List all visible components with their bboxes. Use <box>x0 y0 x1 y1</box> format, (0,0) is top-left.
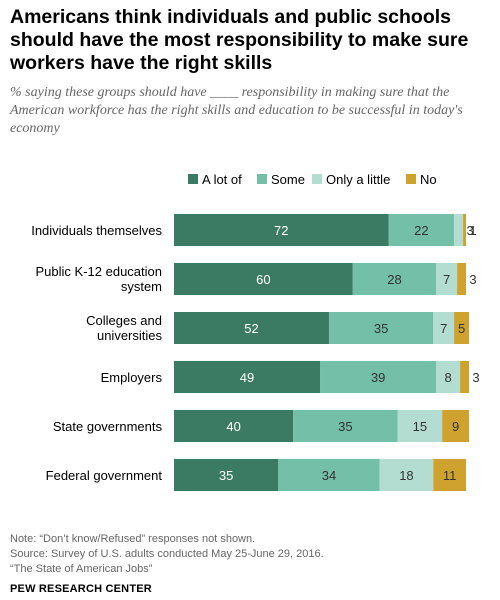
bar-segment-2-1 <box>328 312 434 344</box>
data-label-4-3: 9 <box>452 419 459 434</box>
bar-segment-3-3 <box>460 361 470 393</box>
bar-segment-3-0 <box>174 361 321 393</box>
legend-swatch-1 <box>257 174 267 184</box>
legend-swatch-2 <box>312 174 322 184</box>
bar-segment-4-2 <box>397 410 443 442</box>
data-label-4-2: 15 <box>413 419 427 434</box>
data-label-5-1: 34 <box>322 468 336 483</box>
bar-segment-1-1 <box>352 263 437 295</box>
data-label-0-2: 3 <box>466 223 473 238</box>
legend-swatch-0 <box>188 174 198 184</box>
bar-segment-2-0 <box>174 312 329 344</box>
data-label-2-1: 35 <box>374 321 388 336</box>
data-label-3-1: 39 <box>371 370 385 385</box>
data-label-1-1: 28 <box>387 272 401 287</box>
data-label-4-0: 40 <box>226 419 240 434</box>
bar-segment-1-0 <box>174 263 353 295</box>
bar-segment-3-1 <box>320 361 437 393</box>
data-label-1-2: 7 <box>443 272 450 287</box>
bar-segment-0-1 <box>388 214 455 246</box>
data-label-3-3: 3 <box>472 370 479 385</box>
chart-subtitle: % saying these groups should have ____ r… <box>10 85 463 136</box>
data-label-5-2: 18 <box>399 468 413 483</box>
legend-label-3: No <box>420 172 437 187</box>
data-label-0-3: 1 <box>469 223 476 238</box>
data-label-0-0: 72 <box>274 223 288 238</box>
footer-notes: Note: “Don’t know/Refused” responses not… <box>10 532 324 577</box>
bar-segment-5-1 <box>278 459 380 491</box>
bar-segment-1-3 <box>457 263 467 295</box>
bar-segment-2-3 <box>454 312 470 344</box>
data-label-3-2: 8 <box>445 370 452 385</box>
bar-segment-5-2 <box>379 459 434 491</box>
footer-report: “The State of American Jobs” <box>10 563 153 575</box>
chart-title: Americans think individuals and public s… <box>10 6 469 74</box>
data-label-2-3: 5 <box>458 321 465 336</box>
data-label-4-1: 35 <box>338 419 352 434</box>
data-label-5-3: 11 <box>443 468 457 483</box>
category-label-4: State governments <box>53 419 163 434</box>
bar-segment-4-0 <box>174 410 294 442</box>
data-label-0-1: 22 <box>414 223 428 238</box>
bar-segment-5-3 <box>433 459 467 491</box>
legend-swatch-3 <box>406 174 416 184</box>
legend-label-1: Some <box>271 172 305 187</box>
data-label-5-0: 35 <box>219 468 233 483</box>
footer-note: Note: “Don’t know/Refused” responses not… <box>10 533 256 545</box>
bar-segment-1-2 <box>436 263 458 295</box>
bar-segment-4-1 <box>293 410 398 442</box>
category-label-2: Colleges and universities <box>86 313 162 343</box>
legend-label-0: A lot of <box>202 172 242 187</box>
category-label-0: Individuals themselves <box>31 223 162 238</box>
data-label-2-0: 52 <box>244 321 258 336</box>
data-label-3-0: 49 <box>240 370 254 385</box>
footer-source: Source: Survey of U.S. adults conducted … <box>10 548 324 560</box>
data-label-1-3: 3 <box>469 272 476 287</box>
stacked-bar-chart: A lot of Some Only a little No Individuals t… <box>31 172 480 491</box>
legend-label-2: Only a little <box>326 172 390 187</box>
category-label-1: Public K-12 education system <box>36 264 162 294</box>
bar-segment-3-2 <box>436 361 461 393</box>
bar-segment-0-0 <box>174 214 389 246</box>
category-label-5: Federal government <box>46 468 163 483</box>
bar-segment-2-2 <box>433 312 455 344</box>
data-label-2-2: 7 <box>440 321 447 336</box>
data-label-1-0: 60 <box>256 272 270 287</box>
bar-segment-5-0 <box>174 459 279 491</box>
bar-segment-0-2 <box>454 214 464 246</box>
brand-label: PEW RESEARCH CENTER <box>10 583 152 595</box>
bar-segment-0-3 <box>463 214 467 246</box>
category-label-3: Employers <box>101 370 163 385</box>
bar-segment-4-3 <box>442 410 470 442</box>
